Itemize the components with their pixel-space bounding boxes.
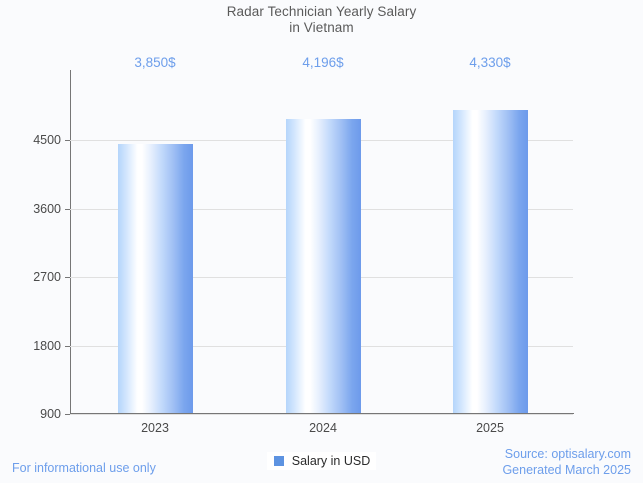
plot-area: 4500 3600 2700 1800 900: [33, 70, 573, 421]
gridline-900: [70, 414, 573, 416]
bar-2023[interactable]: [118, 143, 193, 413]
chart-title-line-1: Radar Technician Yearly Salary: [226, 4, 417, 19]
y-tick-label-3600: 3600: [33, 201, 61, 216]
value-label-2023: 3,850$: [134, 55, 176, 70]
footer-attribution: Source: optisalary.com Generated March 2…: [502, 446, 631, 478]
tick-mark-900: [65, 414, 70, 416]
tick-mark-3600: [65, 208, 70, 210]
legend-label-salary-in-usd: Salary in USD: [291, 454, 371, 468]
chart-title-line-2: in Vietnam: [289, 20, 354, 35]
chart-legend: Salary in USD: [0, 452, 643, 470]
bar-2024[interactable]: [286, 119, 361, 413]
chart-title: Radar Technician Yearly Salary in Vietnam: [0, 4, 643, 36]
x-axis-line: [70, 413, 574, 414]
tick-mark-4500: [65, 140, 70, 141]
footer-disclaimer: For informational use only: [12, 461, 156, 475]
y-tick-label-4500: 4500: [33, 133, 61, 147]
x-tick-label-2025: 2025: [476, 421, 504, 435]
legend-swatch-icon: [272, 455, 285, 467]
value-label-2024: 4,196$: [302, 55, 344, 70]
y-tick-label-2700: 2700: [33, 270, 61, 285]
value-label-2025: 4,330$: [469, 55, 511, 70]
legend-item-salary-in-usd[interactable]: Salary in USD: [266, 452, 377, 470]
x-tick-label-2023: 2023: [141, 421, 169, 435]
y-tick-label-1800: 1800: [33, 338, 61, 353]
x-tick-label-2024: 2024: [309, 421, 337, 435]
bar-2025[interactable]: [453, 109, 528, 413]
footer-source: Source: optisalary.com: [504, 447, 631, 461]
y-axis-line: [70, 70, 71, 414]
tick-mark-2700: [65, 277, 70, 279]
footer-generated: Generated March 2025: [502, 463, 631, 477]
tick-mark-1800: [65, 345, 70, 347]
y-tick-label-900: 900: [40, 407, 61, 422]
